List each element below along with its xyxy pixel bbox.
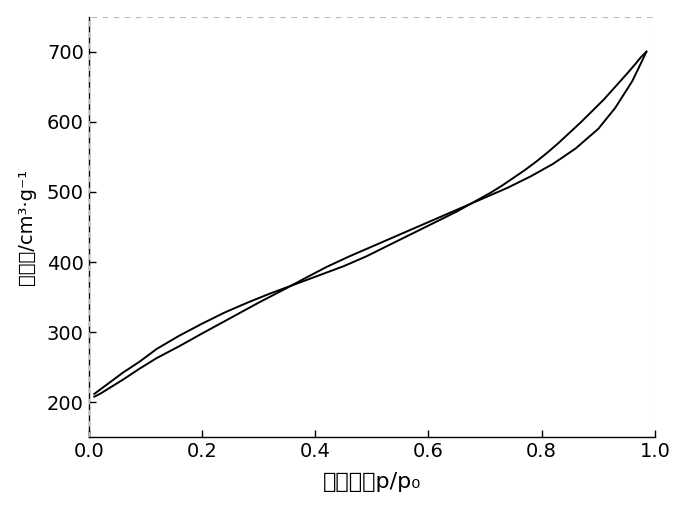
Y-axis label: 吸附量/cm³·g⁻¹: 吸附量/cm³·g⁻¹	[16, 169, 36, 285]
Bar	[89, 17, 655, 437]
X-axis label: 相对压力p/p₀: 相对压力p/p₀	[323, 472, 421, 492]
